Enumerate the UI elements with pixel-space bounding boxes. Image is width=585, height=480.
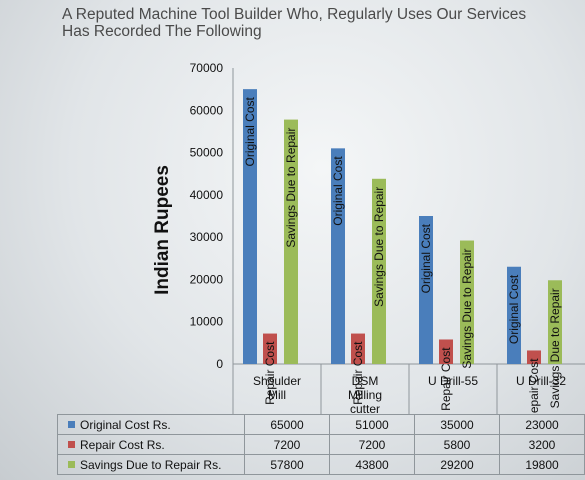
- table-row: Original Cost Rs. 65000 51000 35000 23000: [57, 414, 585, 435]
- bar-original-cost: [331, 148, 345, 364]
- bar-savings-due-to-repair: [372, 178, 386, 364]
- bar-label: Repair Cost: [351, 341, 365, 405]
- y-tick-label: 50000: [190, 146, 224, 160]
- table-cell: 23000: [499, 414, 585, 435]
- table-cell: 43800: [329, 454, 415, 475]
- bar-label: Savings Due to Repair: [284, 128, 298, 248]
- y-axis-label: Indian Rupees: [152, 165, 173, 295]
- bar-label: Savings Due to Repair: [460, 249, 474, 369]
- data-table: Original Cost Rs. 65000 51000 35000 23000 Rep…: [57, 414, 585, 475]
- bar-repair-cost: [439, 339, 453, 364]
- x-tick-label: Shoulder Mill: [253, 374, 301, 402]
- bar-label: Original Cost: [507, 274, 521, 344]
- bar-savings-due-to-repair: [284, 119, 298, 365]
- bar-original-cost: [507, 266, 521, 364]
- bar-savings-due-to-repair: [460, 240, 474, 364]
- legend-swatch: [68, 460, 75, 468]
- legend-swatch: [68, 420, 75, 428]
- y-tick-label: 60000: [190, 103, 224, 117]
- chart-title: A Reputed Machine Tool Builder Who, Regu…: [62, 6, 577, 40]
- table-cell: 57800: [244, 454, 330, 475]
- y-tick-label: 40000: [190, 188, 224, 202]
- bar-repair-cost: [351, 333, 365, 364]
- table-row: Repair Cost Rs. 7200 7200 5800 3200: [57, 434, 585, 455]
- bar-original-cost: [419, 216, 433, 364]
- legend-label: Savings Due to Repair Rs.: [80, 457, 222, 472]
- table-cell: 3200: [499, 434, 585, 455]
- y-tick-label: 70000: [190, 61, 224, 75]
- bar-label: Savings Due to Repair: [372, 187, 386, 307]
- bar-label: Savings Due to Repair: [548, 288, 562, 408]
- table-cell: 65000: [244, 414, 330, 435]
- legend-label: Repair Cost Rs.: [80, 437, 165, 452]
- bar-repair-cost: [263, 333, 277, 364]
- y-tick-labels: 0 10000 20000 30000 40000 50000 60000 70000: [190, 61, 224, 371]
- table-cell: 5800: [414, 434, 500, 455]
- bar-label: Repair Cost: [263, 341, 277, 405]
- legend-label: Original Cost Rs.: [80, 417, 171, 432]
- bar-label: Original Cost: [331, 156, 345, 226]
- table-series-name: Savings Due to Repair Rs.: [57, 454, 245, 475]
- table-cell: 29200: [414, 454, 500, 475]
- bar-savings-due-to-repair: [548, 280, 562, 364]
- table-cell: 35000: [414, 414, 500, 435]
- x-tick-label: U Drill-55: [428, 374, 478, 388]
- y-tick-label: 10000: [190, 315, 224, 329]
- bars: Original Cost Repair Cost Savings Due to R…: [243, 89, 562, 414]
- table-row: Savings Due to Repair Rs. 57800 43800 29200…: [57, 454, 585, 475]
- data-table-body: Original Cost Rs. 65000 51000 35000 23000 Rep…: [57, 414, 585, 475]
- title-line-2: Has Recorded The Following: [62, 23, 262, 40]
- bar-original-cost: [243, 89, 257, 365]
- x-tick-label: U Drill-32: [516, 374, 566, 388]
- y-tick-label: 0: [216, 357, 223, 371]
- title-line-1: A Reputed Machine Tool Builder Who, Regu…: [62, 6, 527, 23]
- bar-label: Repair Cost: [527, 358, 541, 414]
- x-tick-label: DSM Milling cutter: [348, 374, 382, 414]
- x-tick-labels: Shoulder Mill DSM Milling cutter U Drill-55 U …: [253, 374, 566, 414]
- bar-chart: Indian Rupees 0 10000 20000 30000 40000 50000…: [152, 61, 585, 414]
- bar-label: Original Cost: [243, 96, 257, 166]
- bar-repair-cost: [527, 350, 541, 364]
- table-cell: 7200: [329, 434, 415, 455]
- legend-swatch: [68, 440, 75, 448]
- table-cell: 19800: [499, 454, 585, 475]
- y-tick-label: 30000: [190, 230, 224, 244]
- bar-label: Original Cost: [419, 223, 433, 293]
- bar-label: Repair Cost: [439, 347, 453, 411]
- table-cell: 7200: [244, 434, 330, 455]
- table-series-name: Original Cost Rs.: [57, 414, 245, 435]
- table-series-name: Repair Cost Rs.: [57, 434, 245, 455]
- y-tick-label: 20000: [190, 272, 224, 286]
- table-cell: 51000: [329, 414, 415, 435]
